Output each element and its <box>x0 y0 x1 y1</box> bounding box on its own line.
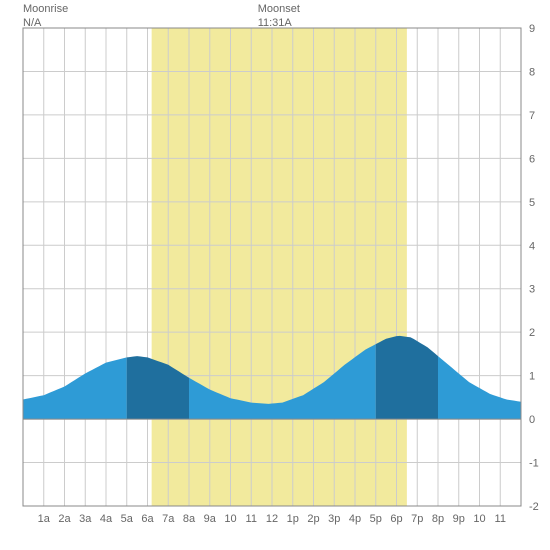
svg-text:2p: 2p <box>307 513 319 525</box>
svg-text:7: 7 <box>529 110 535 122</box>
chart-svg: -2-101234567891a2a3a4a5a6a7a8a9a1011121p… <box>0 0 550 550</box>
svg-text:1: 1 <box>529 371 535 383</box>
svg-text:9p: 9p <box>453 513 465 525</box>
moonrise-title: Moonrise <box>23 3 68 15</box>
svg-text:7p: 7p <box>411 513 423 525</box>
svg-text:3p: 3p <box>328 513 340 525</box>
svg-text:9a: 9a <box>204 513 217 525</box>
svg-text:1a: 1a <box>38 513 51 525</box>
svg-text:3a: 3a <box>79 513 92 525</box>
svg-text:6p: 6p <box>390 513 402 525</box>
svg-text:-1: -1 <box>529 458 539 470</box>
svg-text:4: 4 <box>529 240 535 252</box>
svg-text:-2: -2 <box>529 501 539 513</box>
tide-chart: Moonrise N/A Moonset 11:31A -2-101234567… <box>0 0 550 550</box>
svg-text:5p: 5p <box>370 513 382 525</box>
moonrise-label: Moonrise N/A <box>23 2 68 31</box>
svg-text:5a: 5a <box>121 513 134 525</box>
svg-text:8: 8 <box>529 66 535 78</box>
svg-text:11: 11 <box>495 513 506 525</box>
svg-text:8p: 8p <box>432 513 444 525</box>
svg-text:2a: 2a <box>58 513 71 525</box>
svg-text:9: 9 <box>529 23 535 35</box>
svg-text:8a: 8a <box>183 513 196 525</box>
svg-text:12: 12 <box>266 513 278 525</box>
svg-text:3: 3 <box>529 284 535 296</box>
svg-text:10: 10 <box>473 513 485 525</box>
svg-text:0: 0 <box>529 414 535 426</box>
svg-text:7a: 7a <box>162 513 175 525</box>
svg-text:1p: 1p <box>287 513 299 525</box>
moonset-title: Moonset <box>258 3 300 15</box>
moonset-label: Moonset 11:31A <box>258 2 300 31</box>
svg-text:4a: 4a <box>100 513 113 525</box>
svg-text:6: 6 <box>529 153 535 165</box>
svg-text:2: 2 <box>529 327 535 339</box>
svg-text:4p: 4p <box>349 513 361 525</box>
svg-text:10: 10 <box>224 513 236 525</box>
svg-text:5: 5 <box>529 197 535 209</box>
svg-text:6a: 6a <box>141 513 154 525</box>
moonrise-value: N/A <box>23 17 41 29</box>
svg-text:11: 11 <box>246 513 257 525</box>
moonset-value: 11:31A <box>258 17 292 29</box>
